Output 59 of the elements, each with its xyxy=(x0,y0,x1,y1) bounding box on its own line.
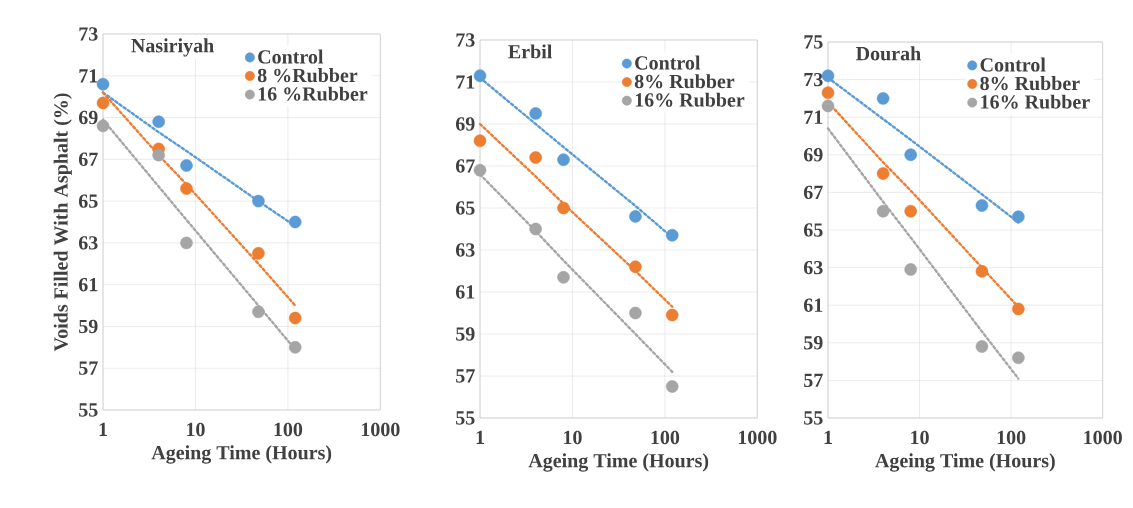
y-tick-label: 63 xyxy=(78,236,98,250)
legend-label: Control xyxy=(980,57,1046,72)
legend-label: Control xyxy=(635,55,701,70)
y-tick-label: 67 xyxy=(803,185,823,200)
y-tick-label: 69 xyxy=(78,110,98,125)
y-tick-label: 73 xyxy=(804,72,823,87)
y-tick-label: 75 xyxy=(804,35,823,49)
y-axis-title: Voids Filled With Asphalt (%) xyxy=(53,93,72,352)
y-tick-label: 67 xyxy=(78,152,98,167)
y-tick-label: 73 xyxy=(456,33,475,47)
y-tick-label: 59 xyxy=(79,319,98,334)
legend-label: 8 %Rubber xyxy=(257,68,358,83)
y-tick-label: 65 xyxy=(455,201,475,215)
x-tick-label: 1 xyxy=(476,430,484,444)
y-tick-label: 63 xyxy=(455,243,475,257)
y-tick-label: 67 xyxy=(455,159,475,173)
y-tick-label: 57 xyxy=(79,361,98,375)
y-tick-label: 69 xyxy=(455,117,475,131)
x-tick-label: 10 xyxy=(564,430,582,445)
x-axis-title: Ageing Time (Hours) xyxy=(875,453,1055,472)
legend-label: 16% Rubber xyxy=(981,94,1090,109)
x-axis-title: Ageing Time (Hours) xyxy=(528,453,709,472)
x-tick-label: 1000 xyxy=(361,422,400,437)
legend-label: 16 %Rubber xyxy=(258,86,368,101)
chart-title: Nasiriyah xyxy=(131,38,214,57)
legend-label: 8% Rubber xyxy=(980,76,1080,91)
x-tick-label: 1000 xyxy=(1084,430,1122,445)
y-tick-label: 71 xyxy=(804,110,823,124)
y-tick-label: 55 xyxy=(456,411,475,425)
y-tick-label: 59 xyxy=(804,336,823,350)
y-tick-label: 61 xyxy=(803,298,823,312)
x-tick-label: 10 xyxy=(187,422,205,437)
x-tick-label: 1 xyxy=(99,422,107,436)
y-tick-label: 61 xyxy=(78,277,98,292)
x-tick-label: 1000 xyxy=(738,430,777,445)
y-tick-label: 59 xyxy=(456,327,475,341)
x-tick-label: 100 xyxy=(651,430,680,445)
x-tick-label: 100 xyxy=(274,422,303,437)
y-tick-label: 73 xyxy=(79,27,98,41)
y-tick-label: 71 xyxy=(79,69,98,83)
y-tick-label: 57 xyxy=(456,369,475,383)
y-tick-label: 69 xyxy=(803,148,823,162)
x-tick-label: 10 xyxy=(911,430,929,445)
y-tick-label: 55 xyxy=(804,411,823,425)
y-tick-label: 71 xyxy=(456,75,475,89)
chart-title: Dourah xyxy=(856,46,921,61)
legend-label: Control xyxy=(258,49,324,64)
x-tick-label: 1 xyxy=(824,430,832,444)
y-tick-label: 55 xyxy=(79,403,98,417)
y-tick-label: 65 xyxy=(803,223,823,237)
y-tick-label: 63 xyxy=(803,260,823,275)
legend-label: 16% Rubber xyxy=(635,92,745,107)
x-tick-label: 100 xyxy=(997,430,1026,445)
y-tick-label: 65 xyxy=(78,194,98,208)
x-axis-title: Ageing Time (Hours) xyxy=(151,445,332,464)
y-tick-label: 57 xyxy=(804,373,823,388)
chart-title: Erbil xyxy=(508,44,552,59)
y-tick-label: 61 xyxy=(455,285,475,299)
legend-label: 8% Rubber xyxy=(634,74,735,89)
